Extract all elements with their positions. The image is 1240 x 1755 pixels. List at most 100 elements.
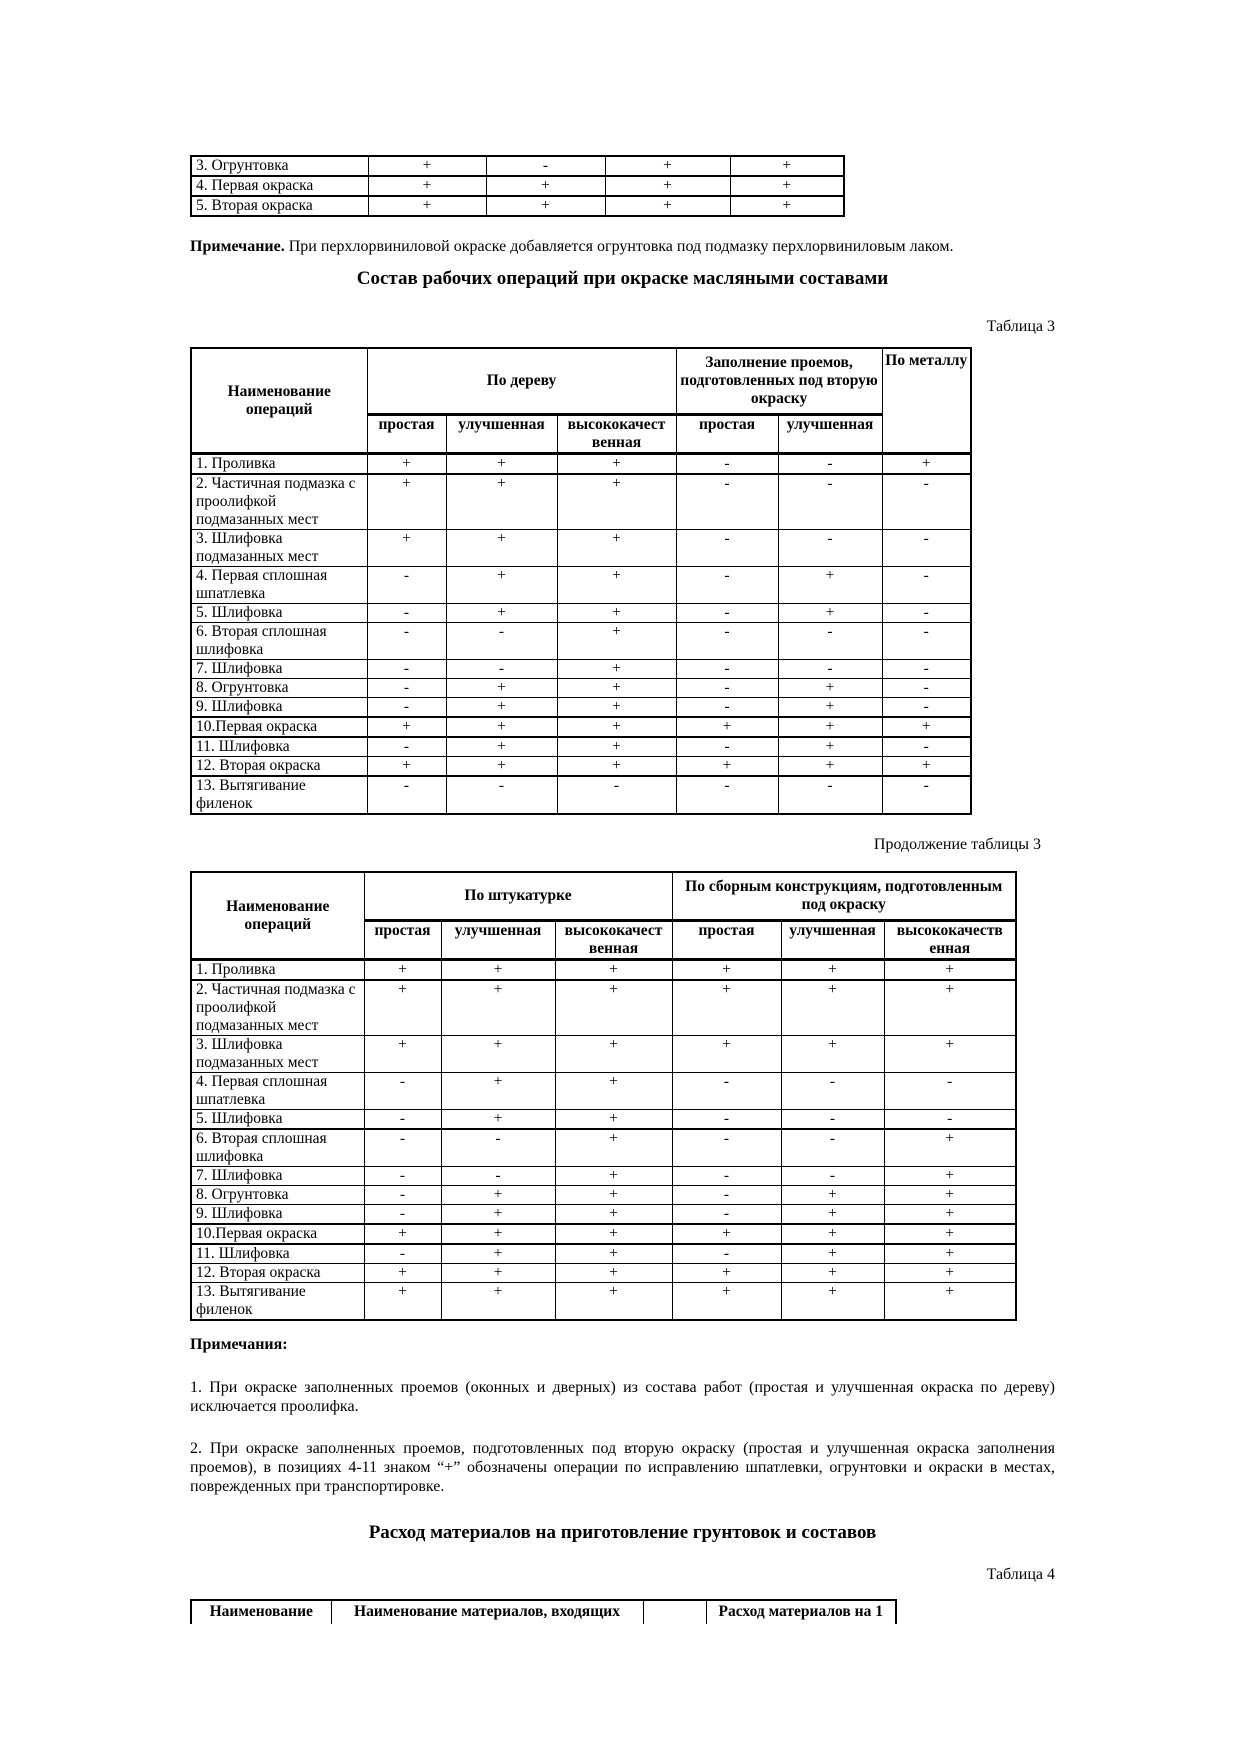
value-cell: + xyxy=(780,1204,885,1225)
materials-table-head: Наименование Наименование материалов, вхо… xyxy=(190,1599,897,1624)
table-row: 4. Первая сплошная шпатлевка - + + - + - xyxy=(190,566,972,604)
value-cell: - xyxy=(671,1128,782,1167)
note-top-text: При перхлорвиниловой окраске добавляется… xyxy=(284,238,954,255)
value-cell: + xyxy=(556,678,677,698)
value-cell: - xyxy=(883,1109,1017,1130)
value-cell: + xyxy=(440,1223,556,1245)
value-cell: - xyxy=(485,155,606,177)
operation-label-cell: 8. Огрунтовка xyxy=(190,1185,365,1205)
value-cell: + xyxy=(671,1282,782,1321)
continuation-caption: Продолжение таблицы 3 xyxy=(873,836,1041,853)
operation-label-cell: 6. Вторая сплошная шлифовка xyxy=(190,1128,365,1167)
table-row: 12. Вторая окраска + + + + + + xyxy=(190,756,972,777)
value-cell: - xyxy=(777,453,883,475)
operation-label-cell: 12. Вторая окраска xyxy=(190,1263,365,1283)
table-row: 3. Огрунтовка + - + + xyxy=(190,155,845,177)
sub-header-cell: улучшенная xyxy=(780,920,885,961)
value-cell: - xyxy=(675,566,779,604)
group-header-cell: По штукатурке xyxy=(363,871,673,922)
table-row: 1. Проливка + + + + + + xyxy=(190,959,1017,981)
value-cell: + xyxy=(445,453,558,475)
value-cell: + xyxy=(367,155,487,177)
top-table-body: 3. Огрунтовка + - + +4. Первая окраска + + + +5.… xyxy=(190,155,845,217)
value-cell: - xyxy=(675,473,779,530)
value-cell: - xyxy=(675,697,779,718)
value-cell: - xyxy=(440,1128,556,1167)
table-row: Наименование Наименование материалов, вхо… xyxy=(190,1599,897,1624)
value-cell: + xyxy=(554,1282,673,1321)
value-cell: + xyxy=(883,1185,1017,1205)
value-cell: - xyxy=(780,1166,885,1186)
table-row: 12. Вторая окраска + + + + + + xyxy=(190,1263,1017,1283)
operation-label-cell: 2. Частичная подмазка с проолифкой подма… xyxy=(190,473,368,530)
value-cell: - xyxy=(445,659,558,679)
sub-header-cell: улучшенная xyxy=(440,920,556,961)
value-cell: + xyxy=(366,453,447,475)
value-cell: + xyxy=(675,716,779,738)
operation-label-cell: 13. Вытягивание филенок xyxy=(190,1282,365,1321)
value-cell: + xyxy=(485,175,606,197)
value-cell: - xyxy=(363,1204,442,1225)
value-cell: + xyxy=(883,1035,1017,1073)
value-cell: + xyxy=(604,175,731,197)
value-cell: - xyxy=(363,1166,442,1186)
value-cell: + xyxy=(671,1223,782,1245)
operation-label-cell: 5. Вторая окраска xyxy=(190,195,369,217)
operation-label-cell: 10.Первая окраска xyxy=(190,716,368,738)
value-cell: + xyxy=(445,603,558,623)
operations-table-continuation-body: 1. Проливка + + + + + +2. Частичная подмазка с… xyxy=(190,959,1017,1321)
value-cell: + xyxy=(729,195,845,217)
value-cell: + xyxy=(445,529,558,567)
table3-caption: Таблица 3 xyxy=(986,318,1055,335)
operation-label-cell: 7. Шлифовка xyxy=(190,1166,365,1186)
value-cell: + xyxy=(883,1282,1017,1321)
value-cell: + xyxy=(556,697,677,718)
operation-label-cell: 1. Проливка xyxy=(190,453,368,475)
value-cell: + xyxy=(883,1263,1017,1283)
sub-header-cell: высококачест венная xyxy=(556,414,677,455)
value-cell: - xyxy=(363,1109,442,1130)
sub-header-cell: высококачеств енная xyxy=(883,920,1017,961)
table-row: 9. Шлифовка - + + - + + xyxy=(190,1204,1017,1225)
value-cell: - xyxy=(881,622,972,660)
operation-label-cell: 11. Шлифовка xyxy=(190,1243,365,1264)
value-cell: + xyxy=(556,453,677,475)
value-cell: + xyxy=(777,603,883,623)
sub-header-cell: улучшенная xyxy=(777,414,883,455)
value-cell: - xyxy=(881,473,972,530)
value-cell: + xyxy=(554,1109,673,1130)
value-cell: + xyxy=(366,716,447,738)
value-cell: + xyxy=(440,959,556,981)
operation-label-cell: 3. Шлифовка подмазанных мест xyxy=(190,1035,365,1073)
value-cell: + xyxy=(367,175,487,197)
value-cell: + xyxy=(883,1204,1017,1225)
value-cell: + xyxy=(671,979,782,1036)
table-row: 3. Шлифовка подмазанных мест + + + - - - xyxy=(190,529,972,567)
operation-label-cell: 8. Огрунтовка xyxy=(190,678,368,698)
value-cell: + xyxy=(777,697,883,718)
operations-table-continuation: Наименование операций По штукатурке По сбо… xyxy=(190,871,1018,1321)
table-row: 4. Первая сплошная шпатлевка - + + - - - xyxy=(190,1072,1017,1110)
value-cell: + xyxy=(556,659,677,679)
value-cell: + xyxy=(556,473,677,530)
value-cell: + xyxy=(780,959,885,981)
operation-label-cell: 3. Шлифовка подмазанных мест xyxy=(190,529,368,567)
group-header-cell: По металлу xyxy=(881,347,972,455)
value-cell: - xyxy=(671,1204,782,1225)
value-cell: - xyxy=(671,1072,782,1110)
value-cell: + xyxy=(881,716,972,738)
value-cell: + xyxy=(554,1035,673,1073)
value-cell: - xyxy=(363,1072,442,1110)
table-row: 10.Первая окраска + + + + + + xyxy=(190,1223,1017,1245)
operation-label-cell: 7. Шлифовка xyxy=(190,659,368,679)
materials-header-cell: Наименование материалов, входящих xyxy=(330,1599,644,1624)
table-row: 4. Первая окраска + + + + xyxy=(190,175,845,197)
sub-header-cell: простая xyxy=(671,920,782,961)
value-cell: + xyxy=(363,1263,442,1283)
value-cell: + xyxy=(554,1166,673,1186)
table-row: 13. Вытягивание филенок + + + + + + xyxy=(190,1282,1017,1321)
value-cell: + xyxy=(556,529,677,567)
operation-label-cell: 5. Шлифовка xyxy=(190,603,368,623)
operation-label-cell: 12. Вторая окраска xyxy=(190,756,368,777)
